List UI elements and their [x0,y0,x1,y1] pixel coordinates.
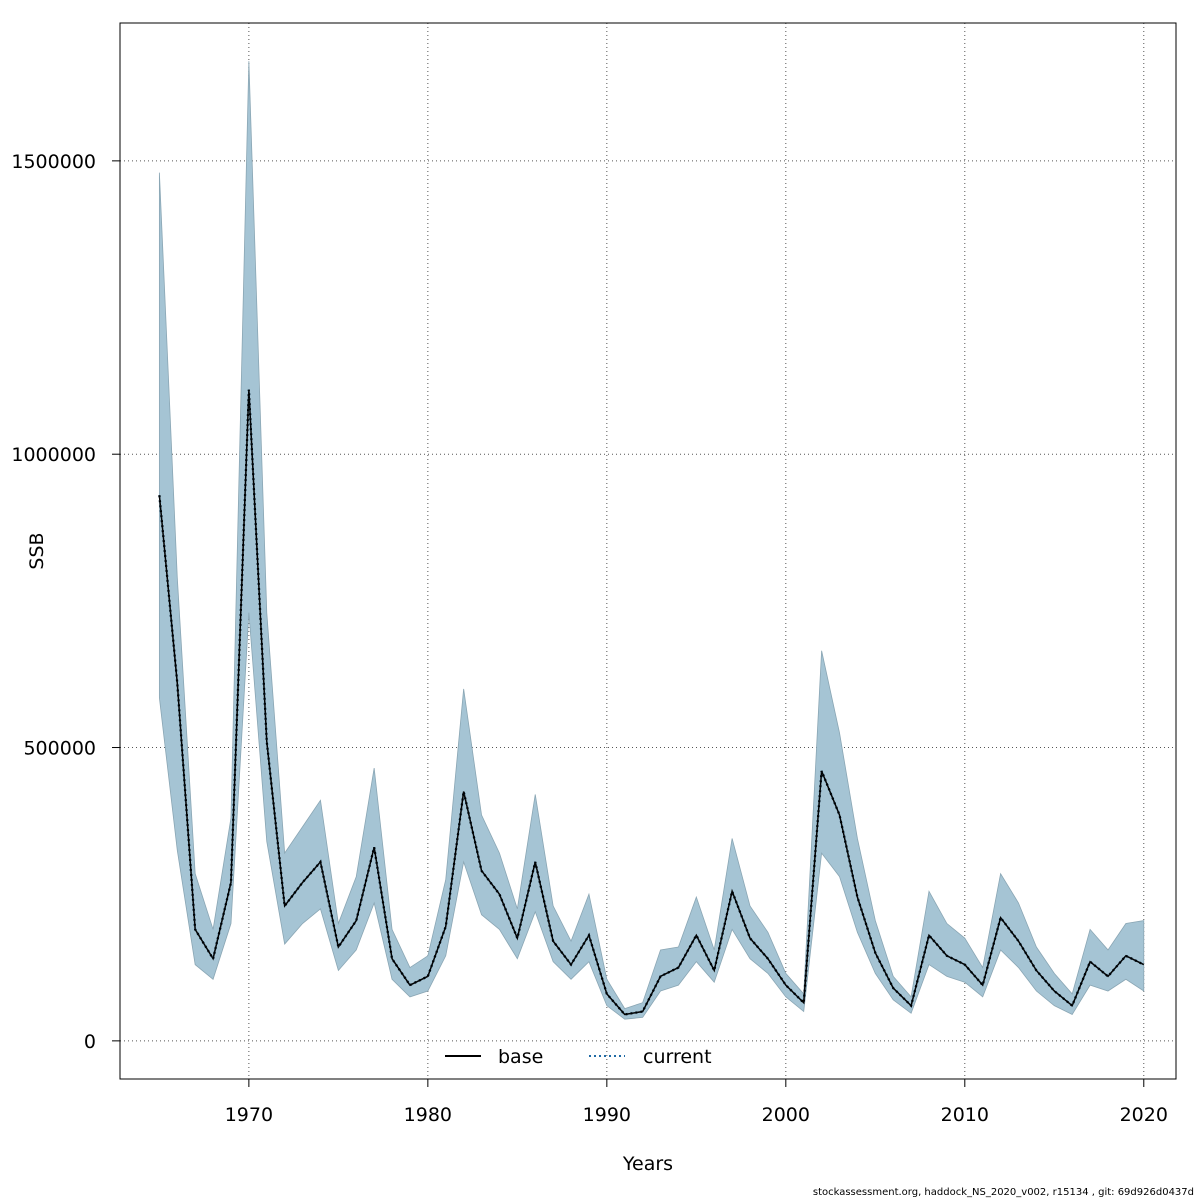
ssb-confidence-band [158,61,1145,1020]
x-axis: 1970 1980 1990 2000 2010 2020 [225,1078,1168,1126]
x-tick-label-4: 2010 [941,1104,989,1126]
x-tick-label-3: 2000 [762,1104,810,1126]
x-tick-label-0: 1970 [225,1104,273,1126]
x-tick-label-2: 1990 [583,1104,631,1126]
footer-credit: stockassessment.org, haddock_NS_2020_v00… [812,1187,1194,1198]
y-tick-label-2: 1000000 [11,444,96,466]
x-tick-label-5: 2020 [1120,1104,1168,1126]
x-axis-title: Years [622,1153,673,1175]
y-tick-label-3: 1500000 [11,151,96,173]
legend: base current [445,1046,712,1068]
y-tick-label-1: 500000 [23,738,96,760]
series-line-current-overlay [158,389,1145,1016]
x-tick-label-1: 1980 [404,1104,452,1126]
series-lines [158,389,1145,1016]
y-axis-title: SSB [26,532,48,569]
y-tick-label-0: 0 [84,1031,96,1053]
y-axis: 0 500000 1000000 1500000 [11,151,120,1053]
confidence-band [158,61,1145,1020]
legend-label-current: current [643,1046,712,1068]
grid [120,23,1176,1079]
legend-label-base: base [498,1046,543,1068]
